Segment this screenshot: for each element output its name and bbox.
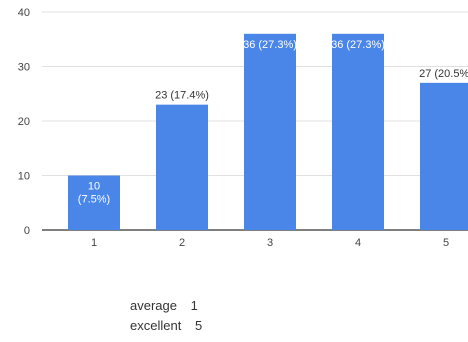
x-tick-label: 5	[443, 237, 449, 249]
data-label: 27 (20.5%)	[419, 68, 468, 80]
data-label: 10	[88, 181, 100, 193]
y-tick-label: 0	[24, 225, 30, 237]
y-tick-label: 30	[18, 62, 30, 74]
bar	[332, 33, 384, 230]
bar	[156, 104, 208, 230]
data-label: 23 (17.4%)	[155, 90, 209, 102]
x-tick-label: 2	[179, 237, 185, 249]
bar	[244, 33, 296, 230]
data-label: 36 (27.3%)	[243, 39, 297, 51]
x-tick-label: 4	[355, 237, 361, 249]
scale-note-high: excellent 5	[130, 318, 202, 333]
x-tick-label: 1	[91, 237, 97, 249]
scale-low-label: average	[130, 298, 177, 313]
y-tick-label: 40	[18, 7, 30, 19]
y-tick-label: 10	[18, 171, 30, 183]
bar	[68, 175, 120, 230]
scale-high-value: 5	[194, 318, 203, 333]
scale-low-value: 1	[190, 298, 198, 313]
data-label: (7.5%)	[78, 194, 110, 206]
x-tick-label: 3	[267, 237, 273, 249]
bar	[420, 82, 468, 230]
y-tick-label: 20	[18, 116, 30, 128]
scale-high-label: excellent	[130, 318, 182, 333]
scale-note-low: average 1	[130, 298, 198, 313]
data-label: 36 (27.3%)	[331, 39, 385, 51]
